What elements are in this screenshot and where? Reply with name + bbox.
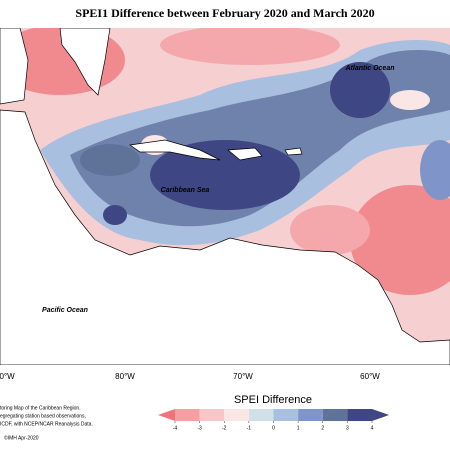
colorbar-bin: [199, 409, 225, 421]
colorbar-bin: [248, 409, 274, 421]
footnote-line: ICDF, with NCEP/NCAR Reanalysis Data.: [0, 421, 93, 427]
colorbar-bin: [298, 409, 323, 421]
colorbar-bin: [175, 409, 200, 421]
footnote-line: toring Map of the Caribbean Region.: [0, 405, 81, 411]
longitude-label: 60°W: [360, 372, 380, 381]
longitude-label: 80°W: [115, 372, 135, 381]
footnote-line: egregating station based observations,: [0, 413, 86, 419]
legend-title: SPEI Difference: [234, 394, 312, 406]
longitude-label: 70°W: [233, 372, 253, 381]
colorbar-end: [372, 409, 389, 421]
colorbar-tick-label: 3: [346, 425, 349, 431]
colorbar: -4 -3 -2 -1 0 1 2 3 4: [158, 409, 389, 431]
colorbar-tick-label: -3: [197, 425, 202, 431]
colorbar-tick-label: 4: [371, 425, 374, 431]
colorbar-tick-label: -1: [247, 425, 252, 431]
title: SPEI1 Difference between February 2020 a…: [75, 6, 374, 20]
map: Atlantic Ocean Caribbean Sea Pacific Oce…: [0, 28, 450, 365]
colorbar-bin: [347, 409, 372, 421]
colorbar-bin: [224, 409, 249, 421]
colorbar-tick-label: -4: [173, 425, 178, 431]
colorbar-tick-label: 2: [321, 425, 324, 431]
ocean-label: Atlantic Ocean: [344, 65, 394, 72]
colorbar-bin: [322, 409, 348, 421]
ocean-label: Pacific Ocean: [42, 307, 88, 314]
longitude-label: 90°W: [0, 372, 15, 381]
colorbar-bin: [273, 409, 299, 421]
footnote-line: ©IMH Apr-2020: [4, 434, 39, 441]
colorbar-end: [158, 409, 175, 421]
colorbar-tick-label: 0: [272, 425, 275, 431]
footnote: toring Map of the Caribbean Region. egre…: [0, 405, 93, 441]
colorbar-tick-label: -2: [222, 425, 227, 431]
sea-label: Caribbean Sea: [161, 187, 210, 194]
colorbar-tick-label: 1: [297, 425, 300, 431]
